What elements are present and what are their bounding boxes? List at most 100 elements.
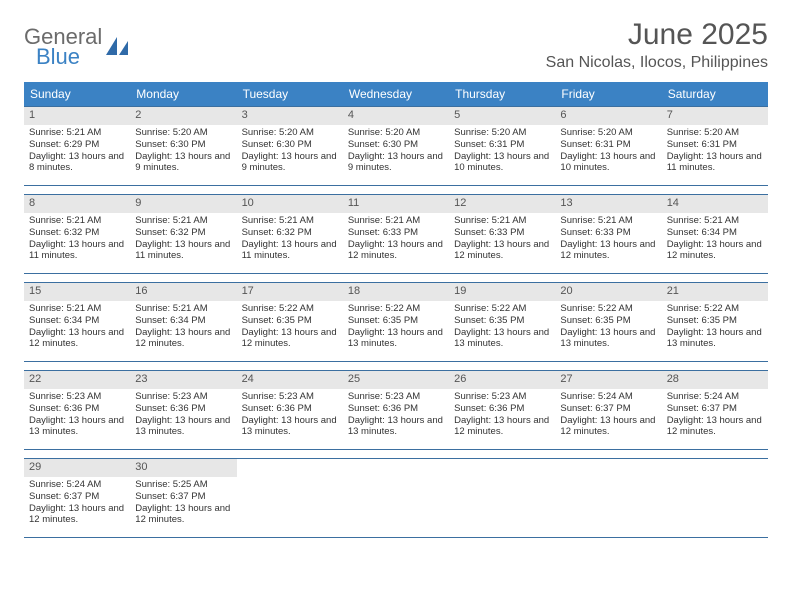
day-content: Sunrise: 5:21 AMSunset: 6:32 PMDaylight:… bbox=[130, 213, 236, 267]
day-number: 8 bbox=[24, 195, 130, 213]
sunset-line: Sunset: 6:29 PM bbox=[29, 139, 125, 151]
week-row: 29Sunrise: 5:24 AMSunset: 6:37 PMDayligh… bbox=[24, 458, 768, 538]
sunset-line: Sunset: 6:35 PM bbox=[242, 315, 338, 327]
day-cell: 23Sunrise: 5:23 AMSunset: 6:36 PMDayligh… bbox=[130, 371, 236, 449]
location-text: San Nicolas, Ilocos, Philippines bbox=[546, 54, 768, 72]
sunset-line: Sunset: 6:30 PM bbox=[242, 139, 338, 151]
sunset-line: Sunset: 6:35 PM bbox=[667, 315, 763, 327]
logo: General Blue bbox=[24, 26, 132, 68]
sunset-line: Sunset: 6:30 PM bbox=[348, 139, 444, 151]
day-number: 9 bbox=[130, 195, 236, 213]
sunrise-line: Sunrise: 5:23 AM bbox=[242, 391, 338, 403]
day-content: Sunrise: 5:22 AMSunset: 6:35 PMDaylight:… bbox=[237, 301, 343, 355]
day-number: 24 bbox=[237, 371, 343, 389]
daylight-line: Daylight: 13 hours and 12 minutes. bbox=[135, 327, 231, 351]
daylight-line: Daylight: 13 hours and 13 minutes. bbox=[29, 415, 125, 439]
day-cell: 11Sunrise: 5:21 AMSunset: 6:33 PMDayligh… bbox=[343, 195, 449, 273]
sunrise-line: Sunrise: 5:21 AM bbox=[29, 303, 125, 315]
day-cell: 20Sunrise: 5:22 AMSunset: 6:35 PMDayligh… bbox=[555, 283, 661, 361]
day-cell bbox=[449, 459, 555, 537]
sunrise-line: Sunrise: 5:22 AM bbox=[667, 303, 763, 315]
daylight-line: Daylight: 13 hours and 11 minutes. bbox=[667, 151, 763, 175]
day-header-row: Sunday Monday Tuesday Wednesday Thursday… bbox=[24, 82, 768, 106]
sunset-line: Sunset: 6:32 PM bbox=[242, 227, 338, 239]
day-number: 29 bbox=[24, 459, 130, 477]
sunrise-line: Sunrise: 5:21 AM bbox=[29, 215, 125, 227]
daylight-line: Daylight: 13 hours and 8 minutes. bbox=[29, 151, 125, 175]
sunrise-line: Sunrise: 5:23 AM bbox=[454, 391, 550, 403]
day-number: 7 bbox=[662, 107, 768, 125]
sunset-line: Sunset: 6:34 PM bbox=[667, 227, 763, 239]
day-number: 3 bbox=[237, 107, 343, 125]
day-content: Sunrise: 5:20 AMSunset: 6:31 PMDaylight:… bbox=[555, 125, 661, 179]
sunrise-line: Sunrise: 5:20 AM bbox=[135, 127, 231, 139]
sunrise-line: Sunrise: 5:21 AM bbox=[135, 215, 231, 227]
day-cell bbox=[343, 459, 449, 537]
day-number: 13 bbox=[555, 195, 661, 213]
daylight-line: Daylight: 13 hours and 12 minutes. bbox=[29, 503, 125, 527]
day-cell: 14Sunrise: 5:21 AMSunset: 6:34 PMDayligh… bbox=[662, 195, 768, 273]
day-number: 30 bbox=[130, 459, 236, 477]
sunset-line: Sunset: 6:37 PM bbox=[560, 403, 656, 415]
day-number: 16 bbox=[130, 283, 236, 301]
day-cell: 8Sunrise: 5:21 AMSunset: 6:32 PMDaylight… bbox=[24, 195, 130, 273]
daylight-line: Daylight: 13 hours and 12 minutes. bbox=[348, 239, 444, 263]
day-number: 18 bbox=[343, 283, 449, 301]
day-number: 27 bbox=[555, 371, 661, 389]
daylight-line: Daylight: 13 hours and 12 minutes. bbox=[454, 239, 550, 263]
day-content: Sunrise: 5:23 AMSunset: 6:36 PMDaylight:… bbox=[449, 389, 555, 443]
sunrise-line: Sunrise: 5:21 AM bbox=[242, 215, 338, 227]
day-content: Sunrise: 5:24 AMSunset: 6:37 PMDaylight:… bbox=[24, 477, 130, 531]
day-header-thursday: Thursday bbox=[449, 82, 555, 106]
day-content: Sunrise: 5:23 AMSunset: 6:36 PMDaylight:… bbox=[130, 389, 236, 443]
header: General Blue June 2025 San Nicolas, Iloc… bbox=[24, 18, 768, 72]
sunset-line: Sunset: 6:35 PM bbox=[560, 315, 656, 327]
day-number: 19 bbox=[449, 283, 555, 301]
daylight-line: Daylight: 13 hours and 9 minutes. bbox=[135, 151, 231, 175]
sunset-line: Sunset: 6:31 PM bbox=[560, 139, 656, 151]
logo-text: General Blue bbox=[24, 26, 102, 68]
day-content: Sunrise: 5:21 AMSunset: 6:34 PMDaylight:… bbox=[130, 301, 236, 355]
day-content: Sunrise: 5:20 AMSunset: 6:31 PMDaylight:… bbox=[449, 125, 555, 179]
day-cell: 2Sunrise: 5:20 AMSunset: 6:30 PMDaylight… bbox=[130, 107, 236, 185]
sunrise-line: Sunrise: 5:20 AM bbox=[242, 127, 338, 139]
day-cell: 15Sunrise: 5:21 AMSunset: 6:34 PMDayligh… bbox=[24, 283, 130, 361]
sunrise-line: Sunrise: 5:21 AM bbox=[348, 215, 444, 227]
logo-word2: Blue bbox=[36, 46, 102, 68]
day-cell: 17Sunrise: 5:22 AMSunset: 6:35 PMDayligh… bbox=[237, 283, 343, 361]
daylight-line: Daylight: 13 hours and 12 minutes. bbox=[667, 239, 763, 263]
day-content: Sunrise: 5:21 AMSunset: 6:32 PMDaylight:… bbox=[237, 213, 343, 267]
day-cell: 24Sunrise: 5:23 AMSunset: 6:36 PMDayligh… bbox=[237, 371, 343, 449]
day-cell: 13Sunrise: 5:21 AMSunset: 6:33 PMDayligh… bbox=[555, 195, 661, 273]
daylight-line: Daylight: 13 hours and 12 minutes. bbox=[135, 503, 231, 527]
day-content: Sunrise: 5:23 AMSunset: 6:36 PMDaylight:… bbox=[24, 389, 130, 443]
sunset-line: Sunset: 6:35 PM bbox=[348, 315, 444, 327]
day-content: Sunrise: 5:20 AMSunset: 6:30 PMDaylight:… bbox=[343, 125, 449, 179]
sunrise-line: Sunrise: 5:24 AM bbox=[560, 391, 656, 403]
sunset-line: Sunset: 6:33 PM bbox=[454, 227, 550, 239]
sunset-line: Sunset: 6:36 PM bbox=[454, 403, 550, 415]
daylight-line: Daylight: 13 hours and 13 minutes. bbox=[667, 327, 763, 351]
week-row: 1Sunrise: 5:21 AMSunset: 6:29 PMDaylight… bbox=[24, 106, 768, 186]
sunset-line: Sunset: 6:35 PM bbox=[454, 315, 550, 327]
sunset-line: Sunset: 6:34 PM bbox=[135, 315, 231, 327]
daylight-line: Daylight: 13 hours and 10 minutes. bbox=[560, 151, 656, 175]
day-cell: 1Sunrise: 5:21 AMSunset: 6:29 PMDaylight… bbox=[24, 107, 130, 185]
day-cell: 22Sunrise: 5:23 AMSunset: 6:36 PMDayligh… bbox=[24, 371, 130, 449]
daylight-line: Daylight: 13 hours and 13 minutes. bbox=[454, 327, 550, 351]
sunset-line: Sunset: 6:36 PM bbox=[29, 403, 125, 415]
day-number: 17 bbox=[237, 283, 343, 301]
sunrise-line: Sunrise: 5:20 AM bbox=[348, 127, 444, 139]
daylight-line: Daylight: 13 hours and 11 minutes. bbox=[29, 239, 125, 263]
day-cell: 7Sunrise: 5:20 AMSunset: 6:31 PMDaylight… bbox=[662, 107, 768, 185]
daylight-line: Daylight: 13 hours and 12 minutes. bbox=[242, 327, 338, 351]
day-content: Sunrise: 5:20 AMSunset: 6:30 PMDaylight:… bbox=[130, 125, 236, 179]
calendar-grid: Sunday Monday Tuesday Wednesday Thursday… bbox=[24, 82, 768, 538]
weeks-container: 1Sunrise: 5:21 AMSunset: 6:29 PMDaylight… bbox=[24, 106, 768, 538]
day-cell: 19Sunrise: 5:22 AMSunset: 6:35 PMDayligh… bbox=[449, 283, 555, 361]
day-cell: 3Sunrise: 5:20 AMSunset: 6:30 PMDaylight… bbox=[237, 107, 343, 185]
day-cell: 27Sunrise: 5:24 AMSunset: 6:37 PMDayligh… bbox=[555, 371, 661, 449]
day-number: 14 bbox=[662, 195, 768, 213]
day-number: 2 bbox=[130, 107, 236, 125]
day-content: Sunrise: 5:21 AMSunset: 6:33 PMDaylight:… bbox=[343, 213, 449, 267]
